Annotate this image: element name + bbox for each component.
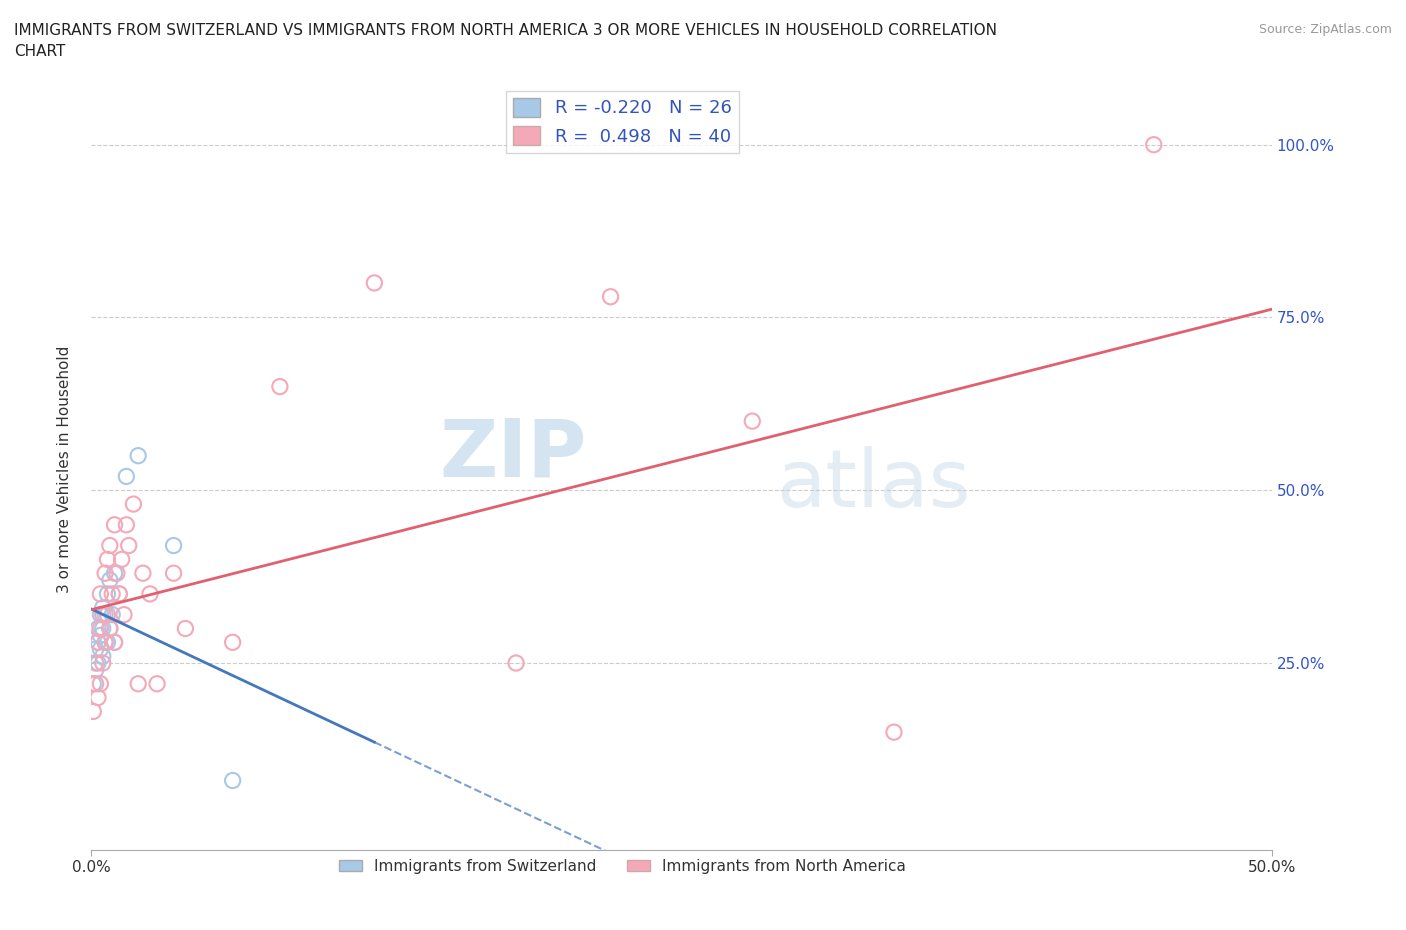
Text: IMMIGRANTS FROM SWITZERLAND VS IMMIGRANTS FROM NORTH AMERICA 3 OR MORE VEHICLES : IMMIGRANTS FROM SWITZERLAND VS IMMIGRANT… [14, 23, 997, 38]
Point [127, 448, 149, 463]
Point [84, 676, 107, 691]
Point [505, 656, 527, 671]
Point [101, 607, 124, 622]
Point [96, 607, 118, 622]
Point [118, 538, 141, 553]
Point [105, 565, 128, 580]
Point [94, 635, 117, 650]
Point [132, 565, 155, 580]
Point [89, 621, 111, 636]
Point [162, 538, 184, 553]
Point [87, 635, 110, 650]
Point [87, 621, 110, 636]
Point [741, 414, 763, 429]
Point [122, 497, 145, 512]
Point [84, 642, 107, 657]
Point [98, 538, 121, 553]
Point [96, 635, 118, 650]
Y-axis label: 3 or more Vehicles in Household: 3 or more Vehicles in Household [58, 346, 72, 593]
Point [103, 565, 125, 580]
Point [174, 621, 197, 636]
Point [87, 635, 110, 650]
Point [94, 607, 117, 622]
Point [98, 621, 121, 636]
Point [89, 628, 111, 643]
Point [221, 635, 243, 650]
Point [89, 676, 111, 691]
Point [1143, 138, 1166, 153]
Point [146, 676, 169, 691]
Point [108, 587, 131, 602]
Point [87, 656, 110, 671]
Point [269, 379, 291, 394]
Point [96, 587, 118, 602]
Point [115, 469, 138, 484]
Text: Source: ZipAtlas.com: Source: ZipAtlas.com [1258, 23, 1392, 36]
Point [91, 649, 114, 664]
Point [89, 607, 111, 622]
Point [89, 587, 111, 602]
Point [91, 607, 114, 622]
Point [103, 635, 125, 650]
Point [82, 704, 104, 719]
Legend: Immigrants from Switzerland, Immigrants from North America: Immigrants from Switzerland, Immigrants … [333, 853, 912, 880]
Point [87, 690, 110, 705]
Point [98, 573, 121, 588]
Text: CHART: CHART [14, 44, 66, 59]
Point [91, 600, 114, 615]
Point [108, 587, 131, 602]
Point [91, 656, 114, 671]
Text: ZIP: ZIP [440, 416, 586, 493]
Point [363, 275, 385, 290]
Point [103, 517, 125, 532]
Text: atlas: atlas [776, 445, 970, 524]
Point [111, 551, 134, 566]
Point [91, 621, 114, 636]
Point [112, 607, 135, 622]
Point [127, 676, 149, 691]
Point [103, 635, 125, 650]
Point [84, 662, 107, 677]
Point [115, 517, 138, 532]
Point [94, 565, 117, 580]
Point [221, 773, 243, 788]
Point [101, 587, 124, 602]
Point [89, 642, 111, 657]
Point [94, 635, 117, 650]
Point [84, 656, 107, 671]
Point [96, 551, 118, 566]
Point [139, 587, 162, 602]
Point [98, 621, 121, 636]
Point [599, 289, 621, 304]
Point [162, 565, 184, 580]
Point [82, 676, 104, 691]
Point [883, 724, 905, 739]
